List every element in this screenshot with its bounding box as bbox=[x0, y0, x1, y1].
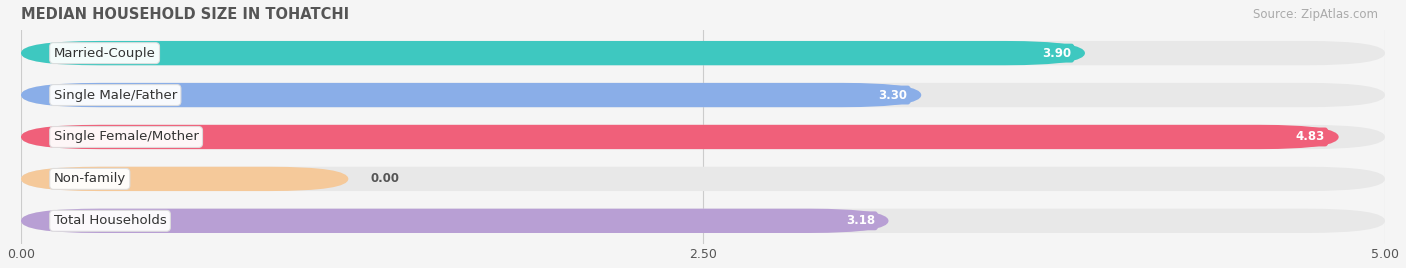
Text: 3.90: 3.90 bbox=[1042, 47, 1071, 59]
Text: 0.00: 0.00 bbox=[370, 172, 399, 185]
FancyBboxPatch shape bbox=[21, 209, 1385, 233]
Text: 3.30: 3.30 bbox=[879, 88, 908, 102]
FancyBboxPatch shape bbox=[21, 83, 1385, 107]
Text: Married-Couple: Married-Couple bbox=[53, 47, 156, 59]
FancyBboxPatch shape bbox=[21, 167, 349, 191]
Text: Non-family: Non-family bbox=[53, 172, 127, 185]
FancyBboxPatch shape bbox=[21, 83, 921, 107]
Text: MEDIAN HOUSEHOLD SIZE IN TOHATCHI: MEDIAN HOUSEHOLD SIZE IN TOHATCHI bbox=[21, 7, 349, 22]
Text: Single Female/Mother: Single Female/Mother bbox=[53, 131, 198, 143]
FancyBboxPatch shape bbox=[21, 125, 1385, 149]
Text: Total Households: Total Households bbox=[53, 214, 166, 227]
Text: Source: ZipAtlas.com: Source: ZipAtlas.com bbox=[1253, 8, 1378, 21]
Text: 3.18: 3.18 bbox=[846, 214, 875, 227]
FancyBboxPatch shape bbox=[21, 125, 1339, 149]
FancyBboxPatch shape bbox=[21, 209, 889, 233]
FancyBboxPatch shape bbox=[21, 41, 1085, 65]
FancyBboxPatch shape bbox=[21, 167, 1385, 191]
Text: Single Male/Father: Single Male/Father bbox=[53, 88, 177, 102]
FancyBboxPatch shape bbox=[21, 41, 1385, 65]
Text: 4.83: 4.83 bbox=[1296, 131, 1324, 143]
